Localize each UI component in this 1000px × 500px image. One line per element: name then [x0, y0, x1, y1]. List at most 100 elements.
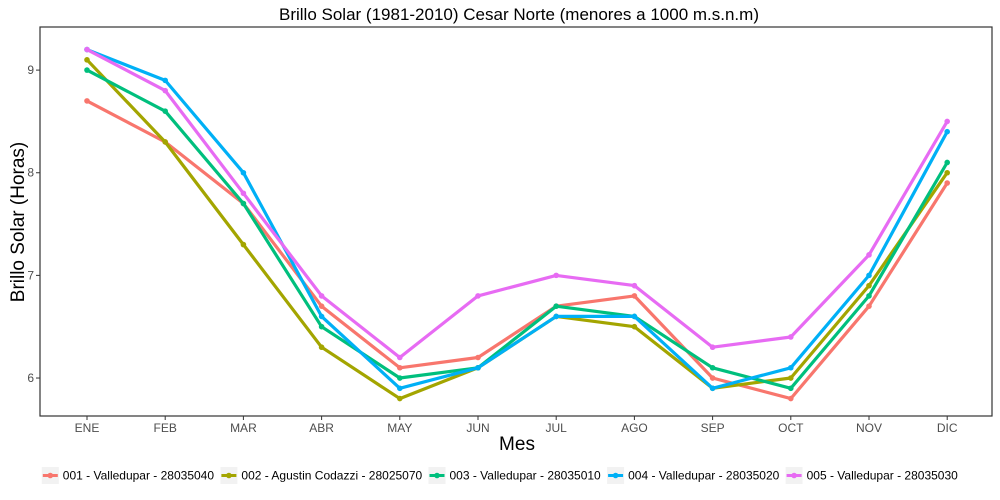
x-tick-label: JUN: [466, 421, 489, 435]
data-point: [944, 159, 950, 166]
legend-key: [785, 467, 803, 484]
data-point: [788, 395, 794, 402]
series-line: [85, 47, 949, 390]
data-point: [944, 169, 950, 176]
data-point: [397, 364, 403, 371]
y-axis-title: Brillo Solar (Horas): [8, 142, 29, 302]
series-4: [84, 46, 950, 392]
x-tick-label: ABR: [309, 421, 334, 435]
legend-key: [428, 467, 446, 484]
data-point: [866, 303, 872, 309]
data-point: [631, 293, 638, 299]
series-line: [85, 47, 949, 360]
x-tick-label: OCT: [778, 421, 804, 435]
x-tick-label: AGO: [621, 421, 648, 435]
x-tick-label: SEP: [701, 421, 725, 435]
series-layer: [84, 46, 950, 402]
data-point: [788, 364, 794, 371]
data-point: [553, 313, 559, 320]
y-tick-label: 6: [27, 371, 34, 385]
data-point: [397, 385, 403, 392]
data-point: [162, 139, 168, 145]
x-tick-label: DIC: [937, 421, 958, 435]
data-point: [397, 395, 403, 402]
data-point: [475, 293, 481, 299]
data-point: [944, 118, 950, 125]
legend: 001 - Valledupar - 28035040 002 - Agustin…: [41, 467, 959, 484]
series-5: [84, 46, 950, 361]
data-point: [631, 313, 638, 320]
data-point: [944, 128, 950, 135]
data-point: [866, 282, 872, 289]
data-point: [709, 344, 716, 351]
data-point: [318, 303, 325, 309]
legend-key-point: [47, 472, 54, 479]
legend-item: 002 - Agustin Codazzi - 28025070: [220, 467, 423, 484]
data-point: [84, 67, 90, 73]
data-point: [788, 385, 794, 392]
data-point: [866, 293, 872, 299]
y-tick-label: 7: [27, 268, 34, 282]
chart-title: Brillo Solar (1981-2010) Cesar Norte (me…: [279, 5, 759, 24]
x-tick-label: FEB: [154, 421, 177, 435]
data-point: [944, 180, 950, 186]
data-point: [240, 169, 247, 176]
data-point: [318, 313, 325, 320]
legend-item: 004 - Valledupar - 28035020: [607, 467, 780, 484]
legend-item: 005 - Valledupar - 28035030: [785, 467, 959, 484]
data-point: [240, 241, 247, 248]
series-line: [85, 68, 949, 390]
data-point: [240, 190, 247, 197]
data-point: [788, 375, 794, 381]
legend-key-point: [612, 472, 619, 479]
data-point: [318, 323, 325, 330]
data-point: [318, 344, 325, 351]
x-axis-title: Mes: [499, 434, 535, 455]
legend-item: 001 - Valledupar - 28035040: [41, 467, 215, 484]
data-point: [709, 385, 716, 392]
legend-label: 004 - Valledupar - 28035020: [628, 469, 780, 483]
data-point: [553, 272, 559, 279]
x-tick-label: NOV: [856, 421, 882, 435]
legend-key-point: [791, 472, 797, 479]
legend-key: [41, 467, 59, 484]
x-tick-label: MAR: [230, 421, 257, 435]
x-axis: ENE FEB MAR ABR MAY JUN JUL AGO SEP OCT NOV DIC: [75, 416, 958, 435]
legend-item: 003 - Valledupar - 28035010: [428, 467, 601, 484]
y-tick-label: 9: [27, 63, 34, 77]
y-axis: 6 7 8 9: [27, 63, 40, 385]
data-point: [162, 77, 168, 84]
series-line: [85, 99, 949, 401]
data-point: [866, 252, 872, 258]
legend-label: 001 - Valledupar - 28035040: [63, 469, 215, 483]
legend-label: 005 - Valledupar - 28035030: [807, 469, 959, 483]
data-point: [788, 334, 794, 340]
plot-panel: [39, 26, 993, 417]
data-point: [866, 272, 872, 279]
data-point: [631, 323, 638, 330]
data-point: [84, 46, 90, 53]
data-point: [475, 364, 481, 371]
x-tick-label: MAY: [387, 421, 412, 435]
legend-key: [220, 467, 238, 484]
data-point: [318, 293, 325, 299]
data-point: [162, 108, 168, 114]
legend-key-point: [434, 472, 440, 479]
legend-key: [607, 467, 625, 484]
data-point: [631, 282, 638, 289]
data-point: [397, 375, 403, 381]
data-point: [709, 364, 716, 371]
data-point: [84, 98, 90, 104]
x-tick-label: JUL: [546, 421, 568, 435]
data-point: [240, 200, 247, 207]
y-tick-label: 8: [27, 166, 34, 180]
data-point: [84, 57, 90, 63]
data-point: [397, 354, 403, 361]
x-tick-label: ENE: [75, 421, 100, 435]
data-point: [709, 375, 716, 381]
data-point: [162, 87, 168, 94]
legend-label: 002 - Agustin Codazzi - 28025070: [241, 469, 422, 483]
data-point: [553, 303, 559, 309]
data-point: [475, 354, 481, 361]
